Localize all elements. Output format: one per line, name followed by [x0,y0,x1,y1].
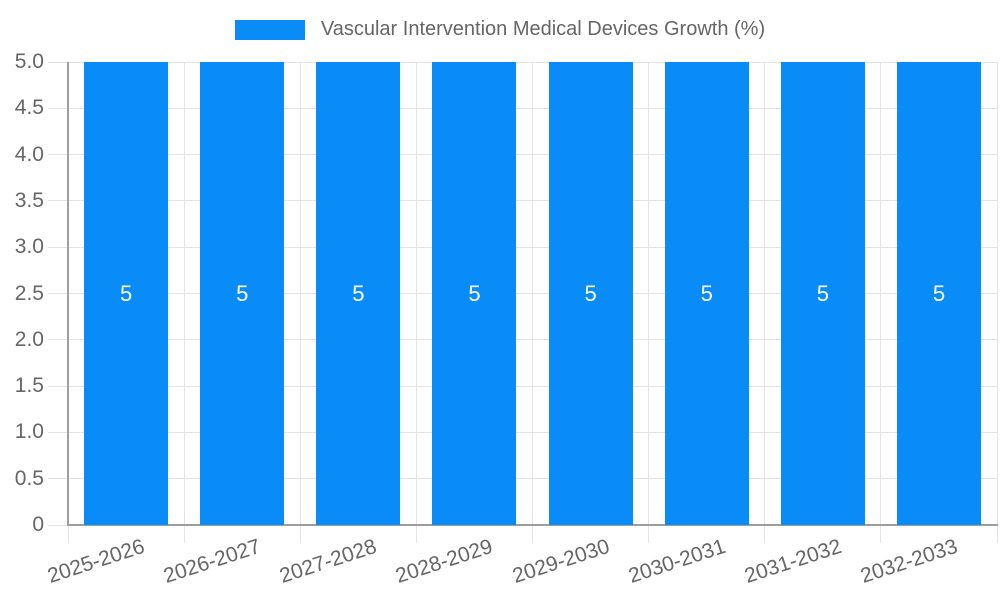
bar-value-label: 5 [236,280,249,306]
x-axis-line [67,524,998,526]
x-axis-tick [183,525,185,543]
gridline-horizontal [48,61,997,63]
gridline-horizontal [48,107,997,109]
x-axis-tick [996,525,998,543]
gridline-vertical [299,62,301,525]
y-tick-label: 4.0 [14,142,44,166]
bar[interactable] [84,62,169,525]
legend-label: Vascular Intervention Medical Devices Gr… [320,18,766,40]
x-axis-tick [67,525,69,543]
bar[interactable] [316,62,401,525]
x-axis-tick [648,525,650,543]
gridline-vertical [532,62,533,525]
bar[interactable] [432,62,517,525]
bar-value-label: 5 [119,280,133,306]
bar-value-label: 5 [584,280,597,306]
x-axis-tick [764,525,766,543]
bar-value-label: 5 [700,280,713,306]
legend[interactable]: Vascular Intervention Medical Devices Gr… [0,18,1000,41]
bar-value-label: 5 [468,280,481,306]
gridline-vertical [183,62,185,525]
gridline-vertical [996,62,998,525]
gridline-vertical [648,62,650,525]
x-axis-tick [415,525,417,543]
y-tick-label: 0.5 [14,466,44,490]
bar[interactable] [200,62,285,525]
x-axis-tick [880,525,882,543]
bar[interactable] [780,62,865,525]
bar-value-label: 5 [352,280,365,306]
y-tick-label: 1.0 [14,420,44,444]
x-axis-tick [299,525,301,543]
y-axis-line [67,62,69,526]
bar[interactable] [548,62,633,525]
gridline-horizontal [48,385,997,387]
bar-value-label: 5 [816,280,829,306]
y-tick-label: 1.5 [14,374,44,398]
gridline-horizontal [48,431,997,433]
y-tick-label: 3.0 [14,235,44,259]
legend-swatch [234,19,305,40]
gridline-vertical [764,62,766,525]
y-tick-label: 5.0 [14,50,44,73]
y-tick-label: 2.5 [14,281,44,305]
gridline-horizontal [48,339,997,341]
gridline-vertical [880,62,882,525]
y-tick-label: 0 [32,513,44,536]
gridline-horizontal [48,478,997,480]
y-tick-label: 3.5 [14,188,44,212]
bar-value-label: 5 [932,280,946,306]
y-tick-label: 4.5 [14,96,44,120]
gridline-horizontal [48,293,997,294]
gridline-vertical [415,62,417,525]
x-axis-tick [532,525,533,543]
bar[interactable] [896,62,981,525]
bar[interactable] [664,62,749,525]
gridline-horizontal [48,200,997,202]
y-tick-label: 2.0 [14,327,44,351]
gridline-horizontal [48,154,997,156]
gridline-horizontal [48,246,997,248]
